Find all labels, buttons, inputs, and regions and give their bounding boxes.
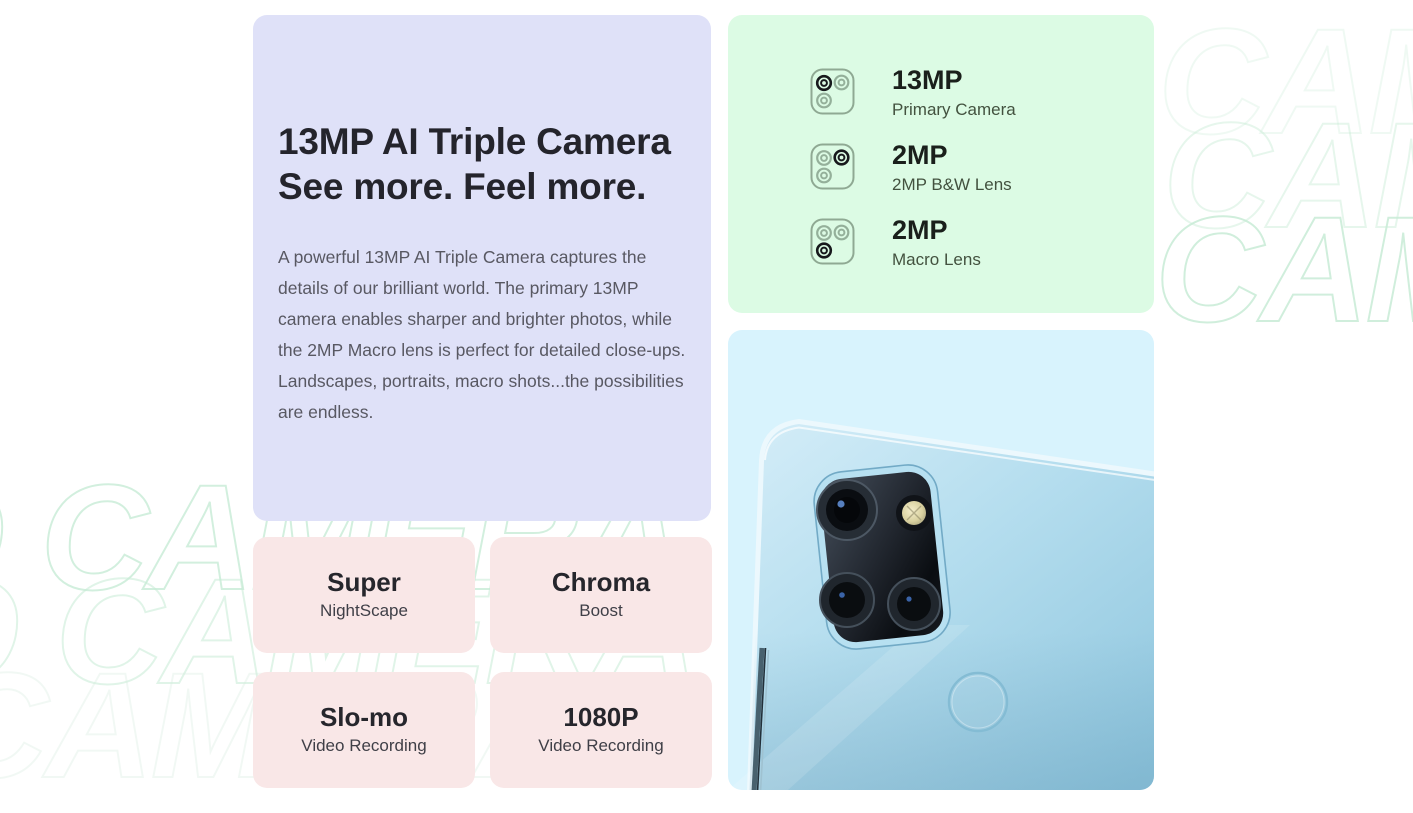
feature-title: Super xyxy=(327,567,401,597)
intro-card: 13MP AI Triple Camera See more. Feel mor… xyxy=(253,15,711,521)
feature-subtitle: Boost xyxy=(579,601,623,620)
phone-back-image xyxy=(728,418,1154,790)
spec-value: 2MP xyxy=(892,215,948,245)
spec-row-primary-camera: 13MP Primary Camera xyxy=(810,65,1154,123)
camera-watermark-text: CAMERA xyxy=(1157,0,1413,165)
feature-card-chroma-boost: Chroma Boost xyxy=(490,537,712,653)
feature-title: 1080P xyxy=(563,702,639,732)
phone-photo-card xyxy=(728,330,1154,790)
feature-title: Slo-mo xyxy=(319,702,409,732)
feature-card-1080p: 1080P Video Recording xyxy=(490,672,712,788)
spec-value: 2MP xyxy=(892,140,948,170)
feature-subtitle: Video Recording xyxy=(538,736,664,755)
spec-value: 13MP xyxy=(892,65,963,95)
fingerprint-sensor xyxy=(947,671,1009,733)
feature-card-super-nightscape: Super NightScape xyxy=(253,537,475,653)
spec-row-macro-lens: 2MP Macro Lens xyxy=(810,215,1154,273)
section-title: 13MP AI Triple Camera See more. Feel mor… xyxy=(278,119,687,209)
camera-specs-card: 13MP Primary Camera 2MP 2MP B&W Lens xyxy=(728,15,1154,313)
feature-card-slo-mo: Slo-mo Video Recording xyxy=(253,672,475,788)
section-title-line2: See more. Feel more. xyxy=(278,166,647,207)
spec-row-bw-lens: 2MP 2MP B&W Lens xyxy=(810,140,1154,198)
spec-label: 2MP B&W Lens xyxy=(892,175,1012,194)
section-description: A powerful 13MP AI Triple Camera capture… xyxy=(278,247,686,422)
spec-label: Primary Camera xyxy=(892,100,1016,119)
feature-subtitle: Video Recording xyxy=(301,736,427,755)
feature-subtitle: NightScape xyxy=(320,601,408,620)
camera-module-icon xyxy=(810,218,855,265)
section-title-line1: 13MP AI Triple Camera xyxy=(278,121,671,162)
feature-title: Chroma xyxy=(551,567,651,597)
camera-module-icon xyxy=(810,143,855,190)
phone-camera-module xyxy=(813,464,951,650)
phone-side-rail xyxy=(751,647,765,790)
camera-watermark-text: CAMERA xyxy=(1154,185,1413,353)
spec-label: Macro Lens xyxy=(892,250,981,269)
camera-watermark-text: CAMERA xyxy=(1162,91,1413,259)
camera-module-icon xyxy=(810,68,855,115)
